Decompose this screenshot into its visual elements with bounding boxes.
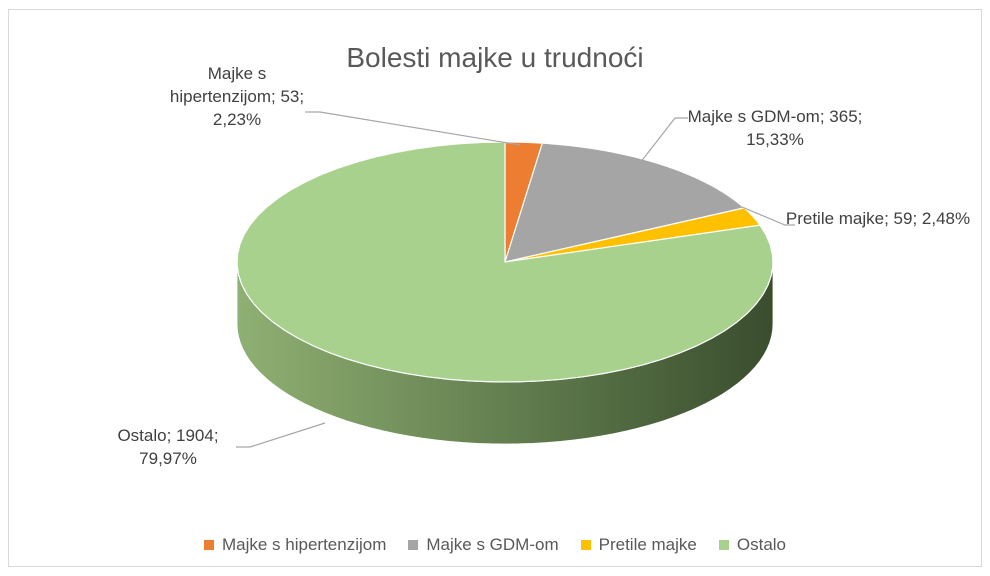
legend-item: Majke s hipertenzijom — [203, 535, 387, 555]
legend-label: Pretile majke — [598, 535, 697, 554]
data-label: Pretile majke; 59; 2,48% — [785, 209, 971, 228]
legend-item: Majke s GDM-om — [408, 535, 559, 555]
legend-swatch — [408, 540, 419, 550]
leader-lines — [236, 111, 795, 448]
legend-label: Ostalo — [736, 535, 787, 554]
data-label: Majke s hipertenzijom; 53; 2,23% — [169, 64, 305, 129]
legend-item: Ostalo — [718, 535, 787, 555]
legend-swatch — [718, 540, 729, 550]
data-label: Ostalo; 1904; 79,97% — [117, 426, 219, 468]
chart-title: Bolesti majke u trudnoći — [346, 42, 644, 73]
legend-label: Majke s GDM-om — [426, 535, 559, 554]
leader-line — [639, 117, 688, 164]
legend-swatch — [580, 540, 591, 550]
leader-line — [741, 206, 795, 226]
legend-label: Majke s hipertenzijom — [221, 535, 387, 554]
leader-line — [305, 111, 521, 146]
pie-slice — [504, 142, 746, 263]
legend-swatch — [203, 540, 214, 550]
legend: Majke s hipertenzijom Majke s GDM-om Preti… — [0, 535, 990, 555]
data-label: Majke s GDM-om; 365; 15,33% — [687, 107, 863, 149]
pie-slice — [504, 207, 762, 263]
leader-line — [236, 422, 326, 448]
legend-item: Pretile majke — [580, 535, 697, 555]
pie-slice — [236, 141, 774, 383]
